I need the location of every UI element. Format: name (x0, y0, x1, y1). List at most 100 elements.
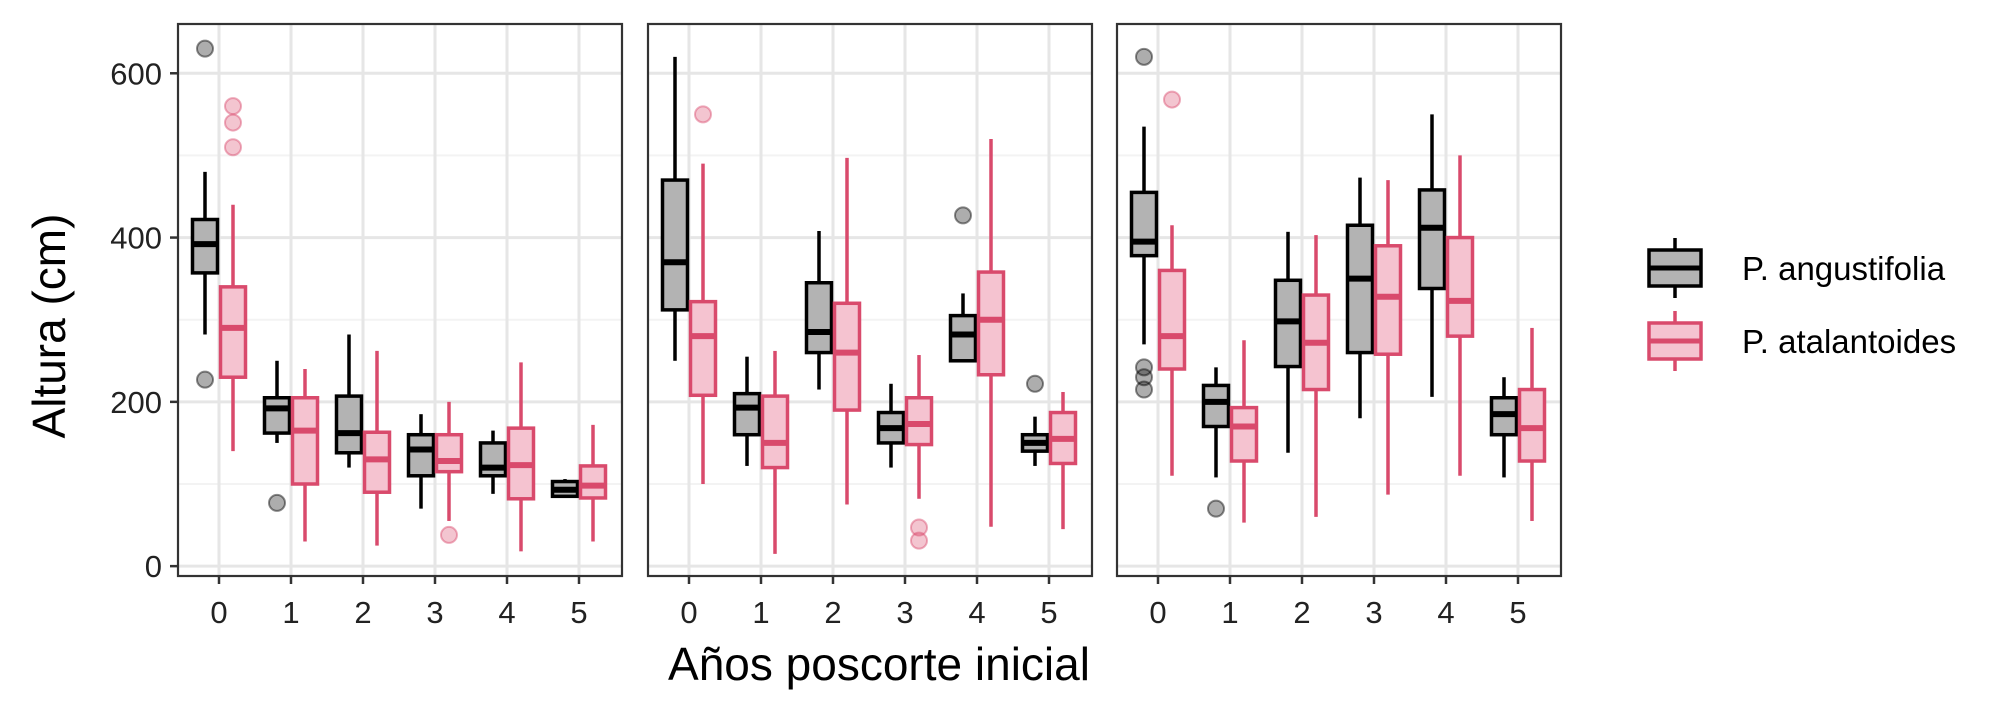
box-p-angustifolia-4 (948, 206, 978, 363)
x-tick-label: 0 (1149, 595, 1166, 630)
legend-label: P. atalantoides (1742, 323, 1956, 360)
x-tick-label: 3 (896, 595, 913, 630)
iqr-box (1417, 188, 1447, 291)
outlier-point (1135, 47, 1153, 66)
outlier-point (910, 531, 928, 550)
facet-panel-3: 0 1 2 3 4 5 (1115, 22, 1563, 630)
x-tick-label: 2 (1293, 595, 1310, 630)
legend-label: P. angustifolia (1742, 250, 1946, 287)
box-p-atalantoides-5 (1517, 327, 1547, 521)
box-p-angustifolia-4 (1417, 114, 1447, 397)
box-p-angustifolia-5 (1489, 377, 1519, 478)
iqr-box (1445, 235, 1475, 338)
outlier-point (196, 39, 214, 58)
box-p-angustifolia-0 (190, 39, 220, 389)
box-p-angustifolia-3 (1345, 177, 1375, 419)
iqr-box (218, 285, 248, 379)
box-p-atalantoides-2 (1301, 235, 1331, 517)
outlier-point (268, 493, 286, 512)
box-p-angustifolia-2 (1273, 231, 1303, 453)
iqr-box (1345, 223, 1375, 355)
box-p-angustifolia-1 (1201, 367, 1231, 518)
outlier-point (224, 113, 242, 132)
y-tick-label: 600 (110, 56, 162, 91)
box-p-atalantoides-3 (434, 401, 464, 544)
panel-border (646, 22, 1094, 578)
box-p-atalantoides-1 (1229, 340, 1259, 523)
x-tick-label: 1 (752, 595, 769, 630)
iqr-box (262, 396, 292, 435)
box-p-atalantoides-0 (218, 97, 248, 452)
iqr-box (1129, 190, 1159, 258)
outlier-point (1207, 499, 1225, 518)
x-tick-label: 4 (968, 595, 985, 630)
box-p-angustifolia-3 (876, 383, 906, 468)
x-tick-label: 1 (1221, 595, 1238, 630)
y-tick-label: 400 (110, 221, 162, 256)
box-p-atalantoides-0 (1157, 90, 1187, 476)
iqr-box (804, 281, 834, 355)
outlier-point (440, 525, 458, 544)
box-p-atalantoides-2 (362, 350, 392, 546)
iqr-box (688, 299, 718, 398)
outlier-point (1163, 90, 1181, 109)
y-tick-label: 0 (145, 549, 162, 584)
outlier-point (196, 370, 214, 389)
outlier-point (1135, 380, 1153, 399)
box-p-angustifolia-0 (1129, 47, 1159, 399)
legend-item: P. atalantoides (1647, 311, 1956, 371)
iqr-box (1373, 244, 1403, 356)
iqr-box (760, 394, 790, 470)
x-axis-title: Años poscorte inicial (668, 638, 1090, 690)
iqr-box (406, 432, 436, 478)
outlier-point (1026, 374, 1044, 393)
iqr-box (832, 301, 862, 412)
box-p-angustifolia-5 (550, 479, 580, 499)
y-axis-title: Altura (cm) (23, 214, 75, 439)
outlier-point (1135, 368, 1153, 387)
box-p-angustifolia-2 (804, 231, 834, 390)
box-p-atalantoides-3 (904, 355, 934, 550)
box-p-atalantoides-3 (1373, 180, 1403, 495)
outlier-point (694, 105, 712, 124)
x-tick-label: 3 (1365, 595, 1382, 630)
box-p-atalantoides-4 (976, 139, 1006, 527)
outlier-point (224, 138, 242, 157)
x-tick-label: 0 (680, 595, 697, 630)
panel-border (176, 22, 624, 578)
iqr-box (948, 313, 978, 363)
legend-item: P. angustifolia (1647, 238, 1946, 298)
x-tick-label: 5 (1040, 595, 1057, 630)
box-p-atalantoides-5 (578, 424, 608, 542)
box-p-angustifolia-3 (406, 414, 436, 509)
box-p-angustifolia-5 (1020, 374, 1050, 466)
iqr-box (1229, 405, 1259, 463)
iqr-box (334, 394, 364, 455)
panel-border (1115, 22, 1563, 578)
outlier-point (910, 518, 928, 537)
box-p-angustifolia-4 (478, 430, 508, 494)
outlier-point (954, 206, 972, 225)
x-tick-label: 5 (570, 595, 587, 630)
box-p-angustifolia-1 (262, 360, 292, 512)
legend: P. angustifolia P. atalantoides (1647, 238, 1956, 371)
iqr-box (290, 396, 320, 486)
x-tick-label: 4 (1437, 595, 1454, 630)
box-p-angustifolia-0 (660, 56, 690, 361)
outlier-point (1135, 358, 1153, 377)
iqr-box (578, 464, 608, 500)
y-tick-label: 200 (110, 385, 162, 420)
box-p-atalantoides-0 (688, 105, 718, 484)
box-p-angustifolia-1 (732, 356, 762, 466)
box-p-atalantoides-1 (290, 369, 320, 542)
x-tick-label: 5 (1509, 595, 1526, 630)
box-p-atalantoides-1 (760, 350, 790, 554)
box-p-angustifolia-2 (334, 334, 364, 468)
box-p-atalantoides-2 (832, 157, 862, 505)
facet-panel-1: 0 1 2 3 4 5 (176, 22, 624, 630)
iqr-box (1157, 268, 1187, 371)
iqr-box (478, 441, 508, 478)
box-p-atalantoides-4 (506, 362, 536, 552)
x-tick-label: 2 (824, 595, 841, 630)
